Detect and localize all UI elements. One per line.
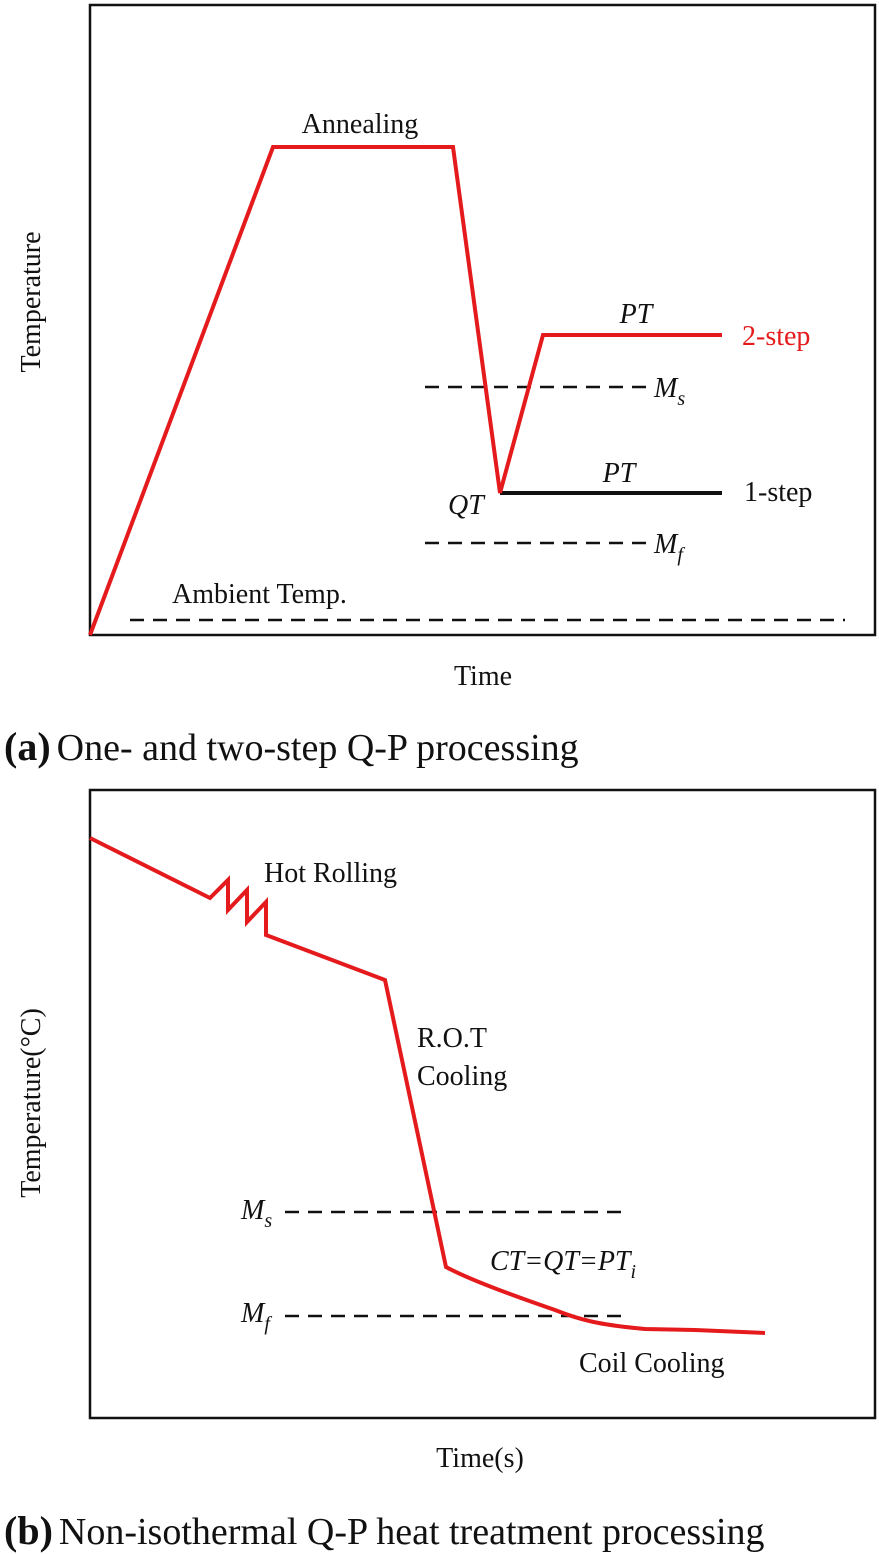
caption-a-text: One- and two-step Q-P processing bbox=[57, 727, 579, 769]
annealing-label: Annealing bbox=[302, 109, 419, 140]
ms-label-b: Ms bbox=[240, 1195, 272, 1232]
ms-label-a-main: M bbox=[653, 373, 679, 404]
caption-a: (a) One- and two-step Q-P processing bbox=[4, 724, 579, 769]
caption-b: (b) Non-isothermal Q-P heat treatment pro… bbox=[4, 1508, 765, 1553]
ct-qt-pt-main: CT=QT=PT bbox=[490, 1246, 633, 1277]
mf-label-b: Mf bbox=[240, 1298, 272, 1335]
panel-b-frame bbox=[88, 788, 877, 1420]
ms-label-a: Ms bbox=[653, 373, 685, 410]
panel-b: Hot Rolling R.O.T Cooling Ms CT=QT=PTi M… bbox=[4, 788, 877, 1553]
hot-rolling-label: Hot Rolling bbox=[264, 858, 397, 889]
pt-two-step-label: PT bbox=[619, 299, 655, 330]
cooling-label: Cooling bbox=[417, 1061, 507, 1092]
two-step-process-curve bbox=[88, 145, 722, 636]
y-axis-label-b: Temperature(°C) bbox=[16, 1008, 47, 1198]
caption-b-tag: (b) bbox=[4, 1508, 53, 1553]
mf-label-a-main: M bbox=[653, 529, 679, 560]
mf-label-a: Mf bbox=[653, 529, 685, 566]
mf-label-a-sub: f bbox=[677, 544, 685, 566]
y-axis-label-a: Temperature bbox=[16, 231, 47, 372]
panel-a-frame bbox=[88, 3, 877, 637]
caption-a-tag: (a) bbox=[4, 724, 51, 769]
ct-qt-pt-sub: i bbox=[631, 1261, 637, 1283]
qt-label: QT bbox=[448, 490, 486, 521]
ambient-label: Ambient Temp. bbox=[172, 579, 347, 610]
x-axis-label-a: Time bbox=[454, 661, 512, 692]
one-step-label: 1-step bbox=[744, 477, 812, 508]
x-axis-label-b: Time(s) bbox=[436, 1443, 524, 1474]
ct-qt-pt-label: CT=QT=PTi bbox=[490, 1246, 636, 1283]
coil-cooling-label: Coil Cooling bbox=[579, 1348, 724, 1379]
two-step-label: 2-step bbox=[742, 321, 810, 352]
caption-b-text: Non-isothermal Q-P heat treatment proces… bbox=[59, 1511, 765, 1553]
rot-label: R.O.T bbox=[417, 1023, 487, 1054]
panel-a: Annealing PT 2-step Ms PT QT 1-step Mf A… bbox=[4, 3, 877, 769]
hot-rolling-process-curve bbox=[89, 836, 766, 1335]
ms-label-a-sub: s bbox=[677, 388, 685, 410]
mf-label-b-main: M bbox=[240, 1298, 266, 1329]
ms-label-b-sub: s bbox=[264, 1210, 272, 1232]
mf-label-b-sub: f bbox=[264, 1313, 272, 1335]
ms-label-b-main: M bbox=[240, 1195, 266, 1226]
pt-one-step-label: PT bbox=[602, 458, 638, 489]
